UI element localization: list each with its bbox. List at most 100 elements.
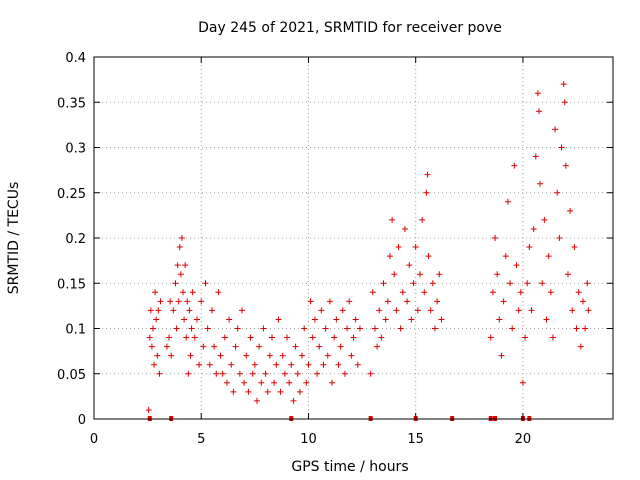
- data-point: [208, 307, 215, 314]
- data-point: [524, 280, 531, 287]
- data-point: [391, 271, 398, 278]
- data-point: [326, 298, 333, 305]
- y-tick-label: 0.25: [57, 187, 86, 202]
- y-tick-label: 0.15: [57, 277, 86, 292]
- data-point: [552, 126, 559, 133]
- data-point: [284, 334, 291, 341]
- data-point: [585, 307, 592, 314]
- data-point: [504, 198, 511, 205]
- data-point: [560, 81, 567, 88]
- data-point: [344, 325, 351, 332]
- data-point: [186, 307, 193, 314]
- data-point: [170, 307, 177, 314]
- data-point: [397, 325, 404, 332]
- data-point: [176, 244, 183, 251]
- data-point: [367, 370, 374, 377]
- data-point: [173, 325, 180, 332]
- data-point: [380, 280, 387, 287]
- data-point: [219, 370, 226, 377]
- data-point: [277, 388, 284, 395]
- data-point: [489, 289, 496, 296]
- data-point: [333, 316, 340, 323]
- data-point: [154, 352, 161, 359]
- data-point: [577, 343, 584, 350]
- data-point: [536, 108, 543, 115]
- data-point: [401, 225, 408, 232]
- data-point: [532, 153, 539, 160]
- data-point: [152, 289, 159, 296]
- data-point: [346, 298, 353, 305]
- data-point: [322, 325, 329, 332]
- data-point: [303, 379, 310, 386]
- data-point: [423, 189, 430, 196]
- data-point: [151, 361, 158, 368]
- data-point: [528, 307, 535, 314]
- data-point: [424, 171, 431, 178]
- data-point: [182, 262, 189, 269]
- data-point: [178, 235, 185, 241]
- data-point: [249, 370, 256, 377]
- data-point: [378, 334, 385, 341]
- data-point: [554, 189, 561, 196]
- data-point: [434, 298, 441, 305]
- data-point: [279, 352, 286, 359]
- data-point: [271, 379, 278, 386]
- data-point: [425, 253, 432, 260]
- data-point: [243, 352, 250, 359]
- data-point: [264, 388, 271, 395]
- data-point: [582, 325, 589, 332]
- data-point: [519, 379, 526, 386]
- data-point: [350, 334, 357, 341]
- data-point: [564, 271, 571, 278]
- data-point: [305, 361, 312, 368]
- data-point: [318, 307, 325, 314]
- data-point: [228, 361, 235, 368]
- data-point: [213, 370, 220, 377]
- data-point: [245, 388, 252, 395]
- data-point: [584, 280, 591, 287]
- data-point: [155, 307, 162, 314]
- data-point: [371, 325, 378, 332]
- data-point: [539, 280, 546, 287]
- data-point: [262, 370, 269, 377]
- data-point: [562, 162, 569, 169]
- data-point: [421, 289, 428, 296]
- data-point: [204, 325, 211, 332]
- data-point: [419, 216, 426, 223]
- data-point: [256, 343, 263, 350]
- data-point: [320, 361, 327, 368]
- data-point: [184, 298, 191, 305]
- data-point: [393, 307, 400, 314]
- y-tick-label: 0.2: [65, 232, 86, 247]
- data-point: [492, 235, 499, 241]
- data-point: [188, 325, 195, 332]
- data-point: [429, 280, 436, 287]
- data-point: [157, 298, 164, 305]
- data-point: [301, 325, 308, 332]
- axis-ticks: [93, 56, 613, 420]
- data-point: [329, 379, 336, 386]
- data-point: [206, 361, 213, 368]
- data-point: [530, 225, 537, 232]
- data-point: [234, 325, 241, 332]
- data-point: [534, 90, 541, 97]
- data-point: [180, 289, 187, 296]
- data-point: [337, 343, 344, 350]
- data-point: [238, 307, 245, 314]
- data-point: [163, 343, 170, 350]
- data-point: [148, 343, 155, 350]
- x-tick-label: 5: [197, 432, 205, 447]
- data-point: [567, 207, 574, 214]
- data-point: [221, 334, 228, 341]
- data-point: [348, 352, 355, 359]
- data-point: [183, 334, 190, 341]
- data-point: [230, 388, 237, 395]
- y-tick-label: 0.4: [65, 51, 86, 66]
- data-point: [569, 307, 576, 314]
- data-point: [389, 216, 396, 223]
- data-point: [168, 352, 175, 359]
- data-point: [196, 361, 203, 368]
- data-point: [369, 289, 376, 296]
- data-point: [174, 262, 181, 269]
